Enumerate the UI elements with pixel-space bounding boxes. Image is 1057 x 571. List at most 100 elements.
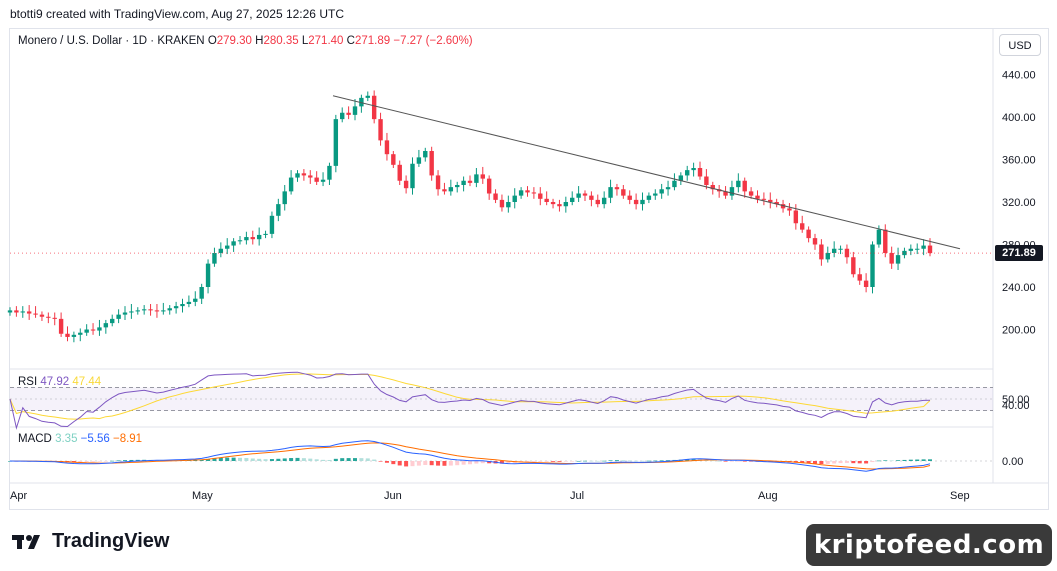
candle-body <box>780 204 786 209</box>
macd-histogram-bar <box>908 459 913 461</box>
candle-body <box>512 195 517 202</box>
currency-button[interactable]: USD <box>999 34 1041 56</box>
macd-histogram-bar <box>928 459 932 461</box>
candle-body <box>601 197 607 205</box>
macd-histogram-bar <box>832 461 837 464</box>
candle-body <box>876 229 882 245</box>
candle-body <box>269 215 275 234</box>
candle-body <box>915 248 920 250</box>
candle-body <box>173 306 179 309</box>
macd-histogram-bar <box>231 457 236 461</box>
open-label: O <box>207 35 217 47</box>
candle-body <box>161 310 166 312</box>
candle-body <box>46 316 51 318</box>
macd-histogram-bar <box>883 460 888 461</box>
macd-histogram-bar <box>704 460 709 461</box>
macd-histogram-bar <box>736 461 741 462</box>
candle-body <box>359 97 364 107</box>
macd-histogram-bar <box>742 461 747 462</box>
candle-body <box>748 191 754 196</box>
macd-histogram-bar <box>659 460 664 461</box>
candle-body <box>812 238 818 245</box>
macd-histogram-bar <box>244 458 249 461</box>
macd-histogram-bar <box>448 461 453 466</box>
candle-body <box>825 253 830 260</box>
candle-body <box>621 189 626 196</box>
candle-body <box>570 197 575 202</box>
candle-body <box>167 308 172 311</box>
candle-body <box>301 173 307 176</box>
candle-body <box>665 187 671 190</box>
candle-body <box>455 185 460 188</box>
macd-histogram-bar <box>506 461 511 464</box>
candle-body <box>921 245 926 249</box>
candle-body <box>902 250 907 256</box>
macd-histogram-bar <box>813 461 817 464</box>
candle-body <box>129 311 134 313</box>
macd-line <box>9 440 931 472</box>
macd-histogram-bar <box>372 459 377 461</box>
macd-histogram-bar <box>825 461 830 464</box>
macd-histogram-bar <box>487 461 492 464</box>
macd-histogram-bar <box>199 459 204 461</box>
candle-body <box>429 151 434 176</box>
candle-body <box>870 244 875 287</box>
macd-histogram-bar <box>206 458 211 461</box>
macd-histogram-bar <box>404 461 409 467</box>
macd-histogram-bar <box>531 461 536 462</box>
macd-histogram-bar <box>921 459 926 461</box>
macd-histogram-bar <box>551 461 556 462</box>
macd-histogram-bar <box>857 461 862 464</box>
rsi-value: 47.92 <box>40 376 70 388</box>
time-axis-label: Jul <box>570 490 584 502</box>
candle-body <box>391 154 396 165</box>
candle-body <box>531 192 537 194</box>
candle-body <box>672 180 677 188</box>
candle-body <box>518 190 524 196</box>
candle-body <box>493 193 498 200</box>
candle-body <box>250 237 255 240</box>
candle-body <box>282 191 287 205</box>
candle-body <box>889 253 894 264</box>
candle-body <box>563 202 569 207</box>
candle-body <box>225 245 230 249</box>
macd-histogram-bar <box>710 460 715 462</box>
macd-histogram-bar <box>889 460 894 462</box>
macd-histogram-bar <box>103 461 108 462</box>
candle-body <box>461 180 466 185</box>
macd-histogram-bar <box>238 457 242 461</box>
macd-histogram-bar <box>321 459 326 461</box>
candle-body <box>256 234 262 240</box>
macd-histogram-bar <box>263 459 268 461</box>
candle-body <box>525 190 530 193</box>
macd-histogram-bar <box>225 457 230 461</box>
candle-body <box>729 187 735 196</box>
macd-signal-line <box>10 442 931 470</box>
time-axis-label: Aug <box>758 490 778 502</box>
macd-axis-label: 0.00 <box>1002 456 1023 468</box>
candle-body <box>736 180 741 188</box>
candle-body <box>65 333 70 337</box>
macd-histogram-bar <box>717 460 722 462</box>
candle-body <box>653 193 658 196</box>
macd-histogram-bar <box>474 461 479 464</box>
candle-body <box>793 210 799 224</box>
macd-histogram-bar <box>627 460 632 462</box>
candle-body <box>857 274 862 281</box>
price-axis-label: 320.00 <box>1002 197 1036 209</box>
candle-body <box>806 229 811 239</box>
candle-body <box>154 310 160 312</box>
candle-body <box>378 119 383 141</box>
macd-histogram-bar <box>729 461 734 462</box>
macd-histogram-bar <box>666 460 671 461</box>
candle-body <box>333 119 339 166</box>
candle-body <box>90 329 96 331</box>
rsi-axis-label: 50.00 <box>1002 394 1030 406</box>
tradingview-logo[interactable]: TradingView <box>12 530 169 553</box>
candle-body <box>20 311 25 313</box>
candle-body <box>474 174 479 183</box>
rsi-line <box>9 371 931 430</box>
macd-histogram-bar <box>838 461 843 464</box>
candle-body <box>71 334 77 337</box>
